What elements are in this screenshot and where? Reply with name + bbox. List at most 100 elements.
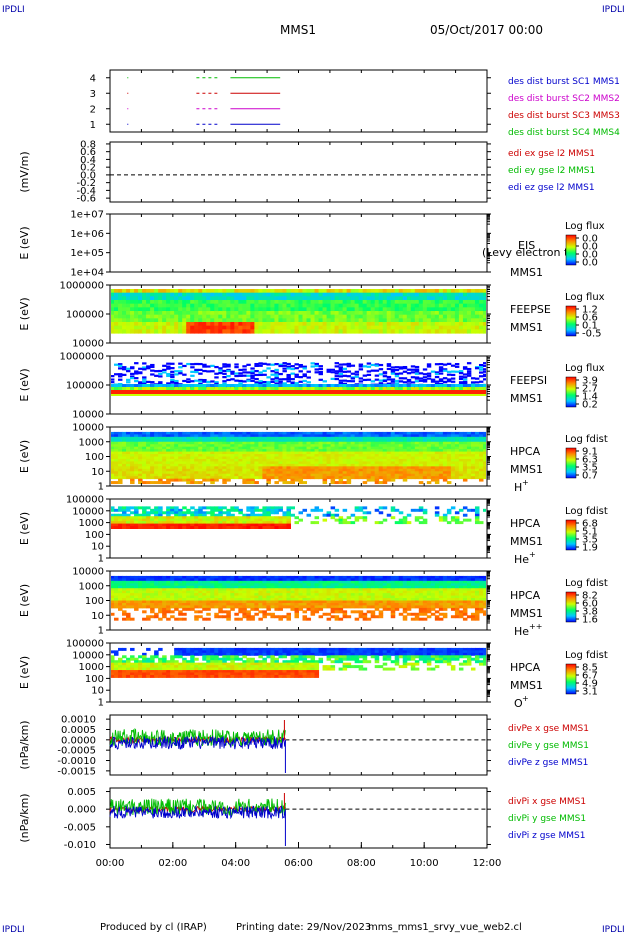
feeps-i-cell — [122, 390, 127, 394]
hpca-h-cell — [310, 471, 316, 475]
feeps-e-cell — [450, 314, 456, 319]
hpca-h-cell — [442, 446, 448, 450]
feeps-i-speck — [182, 364, 187, 368]
hpca-h-cell — [134, 458, 139, 462]
hpca-h-cell — [198, 461, 203, 465]
hpca-h-cell — [374, 439, 380, 443]
feeps-e-cell — [238, 300, 243, 305]
hpca-h-cell — [398, 436, 404, 440]
feeps-i-speck — [394, 372, 400, 375]
hpca-h-cell — [378, 476, 384, 480]
feeps-e-cell — [394, 296, 400, 301]
feeps-e-cell — [166, 325, 171, 330]
hpca-hepp-cell — [130, 598, 135, 601]
hpca-h-cell — [330, 473, 336, 477]
hpca-h-cell — [130, 441, 135, 445]
hpca-h-cell — [390, 441, 396, 445]
feeps-e-cell — [222, 318, 227, 323]
feeps-e-cell — [166, 314, 171, 319]
hpca-h-cell — [386, 461, 392, 465]
hpca-hepp-cell — [126, 595, 131, 599]
hpca-h-cell — [386, 466, 392, 470]
y-tick-label: 10 — [91, 542, 104, 553]
hpca-h-cell — [146, 431, 151, 435]
hpca-h-cell — [370, 468, 376, 472]
feeps-e-cell — [422, 322, 428, 327]
hpca-he-cell — [146, 511, 151, 515]
footer-file: mms_mms1_srvy_vue_web2.cl — [368, 922, 522, 933]
feeps-i-cell — [334, 387, 340, 390]
hpca-h-cell — [410, 451, 416, 455]
hpca-h-cell — [282, 476, 287, 480]
hpca-h-cell — [474, 461, 480, 465]
feeps-e-cell — [426, 300, 432, 305]
feeps-e-cell — [130, 296, 135, 301]
feeps-i-speck — [162, 371, 167, 374]
feeps-e-cell — [250, 329, 255, 334]
feeps-i-cell — [254, 384, 259, 387]
feeps-i-speck — [366, 378, 372, 381]
feeps-e-cell — [454, 311, 460, 316]
hpca-h-cell — [134, 446, 139, 450]
hpca-h-cell — [362, 461, 368, 465]
hpca-h-cell — [334, 446, 340, 450]
hpca-h-cell — [374, 454, 380, 457]
feeps-e-cell — [286, 325, 292, 330]
hpca-h-cell — [222, 439, 227, 443]
hpca-he-cell — [322, 518, 328, 522]
hpca-he-cell — [226, 513, 231, 517]
hpca-h-cell — [218, 439, 223, 443]
feeps-e-cell — [478, 303, 484, 308]
hpca-h-cell — [134, 476, 139, 480]
hpca-h-cell — [318, 468, 324, 472]
hpca-h-cell — [398, 444, 404, 448]
feeps-i-speck — [222, 369, 227, 373]
hpca-h-cell — [286, 456, 291, 460]
hpca-h-cell — [378, 444, 384, 448]
feeps-i-cell — [374, 387, 380, 390]
hpca-h-cell — [294, 463, 299, 467]
feeps-i-cell — [382, 390, 388, 394]
hpca-h-cell — [114, 431, 119, 435]
feeps-e-cell — [234, 325, 239, 330]
hpca-he-cell — [222, 506, 227, 510]
hpca-h-cell — [410, 434, 416, 438]
hpca-h-cell — [258, 476, 263, 480]
feeps-e-cell — [386, 300, 392, 305]
feeps-e-cell — [270, 318, 276, 323]
feeps-e-cell — [430, 296, 436, 301]
feeps-e-cell — [338, 322, 344, 327]
feeps-e-cell — [126, 292, 131, 297]
feeps-e-cell — [354, 322, 360, 327]
hpca-h-cell — [398, 451, 404, 455]
feeps-e-cell — [246, 307, 251, 312]
feeps-e-cell — [366, 289, 372, 294]
hpca-h-cell — [410, 456, 416, 460]
feeps-i-speck — [194, 379, 199, 382]
feeps-e-cell — [262, 303, 268, 308]
hpca-h-cell — [170, 446, 175, 450]
feeps-e-cell — [294, 289, 300, 294]
hpca-he-cell — [130, 511, 135, 515]
hpca-he-cell — [266, 508, 271, 512]
feeps-i-speck — [190, 363, 195, 366]
hpca-h-cell — [446, 441, 452, 445]
hpca-he-cell — [150, 511, 155, 515]
feeps-i-speck — [282, 370, 287, 373]
feeps-i-cell — [386, 390, 392, 394]
hpca-h-cell — [226, 456, 231, 460]
hpca-h-cell — [426, 431, 432, 435]
hpca-h-cell — [146, 436, 151, 440]
hpca-h-cell — [358, 444, 364, 448]
feeps-e-cell — [218, 318, 223, 323]
hpca-h-cell — [278, 458, 283, 462]
hpca-h-cell — [138, 456, 143, 460]
hpca-he-cell — [238, 511, 243, 515]
eis-instrument-label: EIS — [518, 239, 535, 252]
hpca-h-cell — [462, 439, 468, 443]
feeps-i-cell — [434, 390, 440, 394]
hpca-he-cell — [118, 521, 123, 525]
hpca-he-cell — [174, 513, 179, 517]
feeps-i-cell — [234, 387, 239, 390]
feeps-i-speck — [470, 381, 476, 384]
